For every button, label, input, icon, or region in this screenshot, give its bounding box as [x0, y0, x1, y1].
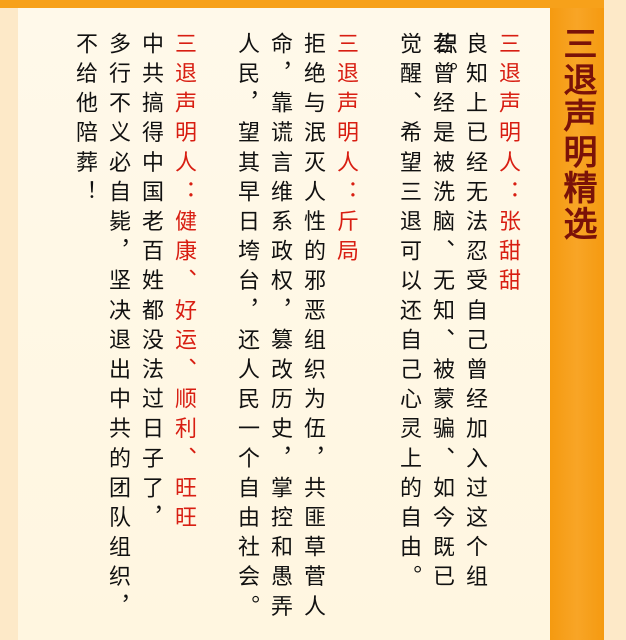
declaration-1-text-line-3: 觉醒、希望三退可以还自己心灵上的自由。	[396, 32, 421, 595]
declaration-2-text-line-1: 拒绝与泯灭人性的邪恶组织为伍，共匪草菅人	[300, 32, 325, 624]
declarant-name: 斤局	[333, 209, 358, 269]
declarations-panel: 三退声明人：张甜甜 良知上已经无法忍受自己曾经加入过这个组织。 若曾经是被洗脑、…	[18, 8, 550, 640]
declaration-1-header: 三退声明人：张甜甜	[492, 32, 522, 298]
declaration-3-text-line-2: 多行不义必自毙，坚决退出中共的团队组织，	[105, 32, 130, 624]
declaration-2-header: 三退声明人：斤局	[330, 32, 360, 269]
declaration-label: 三退声明人：	[495, 32, 520, 210]
declaration-3-header: 三退声明人：健康、好运、顺利、旺旺	[168, 32, 198, 535]
declarant-name: 张甜甜	[495, 209, 520, 299]
right-margin	[604, 0, 626, 640]
top-border	[0, 0, 626, 8]
title-sidebar: 三退声明精选	[550, 8, 604, 640]
declaration-3-text-line-3: 不给他陪葬！	[72, 32, 97, 210]
declaration-label: 三退声明人：	[171, 32, 196, 210]
page-title: 三退声明精选	[557, 26, 597, 242]
declaration-2-text-line-3: 人民，望其早日垮台，还人民一个自由社会。	[234, 32, 259, 624]
declaration-1-text-line-2: 若曾经是被洗脑、无知、被蒙骗、如今既已	[429, 32, 454, 595]
declarant-name: 健康、好运、顺利、旺旺	[171, 209, 196, 536]
declaration-label: 三退声明人：	[333, 32, 358, 210]
declaration-3-text-line-1: 中共搞得中国老百姓都没法过日子了，	[138, 32, 163, 536]
declaration-1-text-line-1: 良知上已经无法忍受自己曾经加入过这个组织。	[432, 32, 487, 595]
declaration-2-text-line-2: 命，靠谎言维系政权，篡改历史，掌控和愚弄	[267, 32, 292, 624]
